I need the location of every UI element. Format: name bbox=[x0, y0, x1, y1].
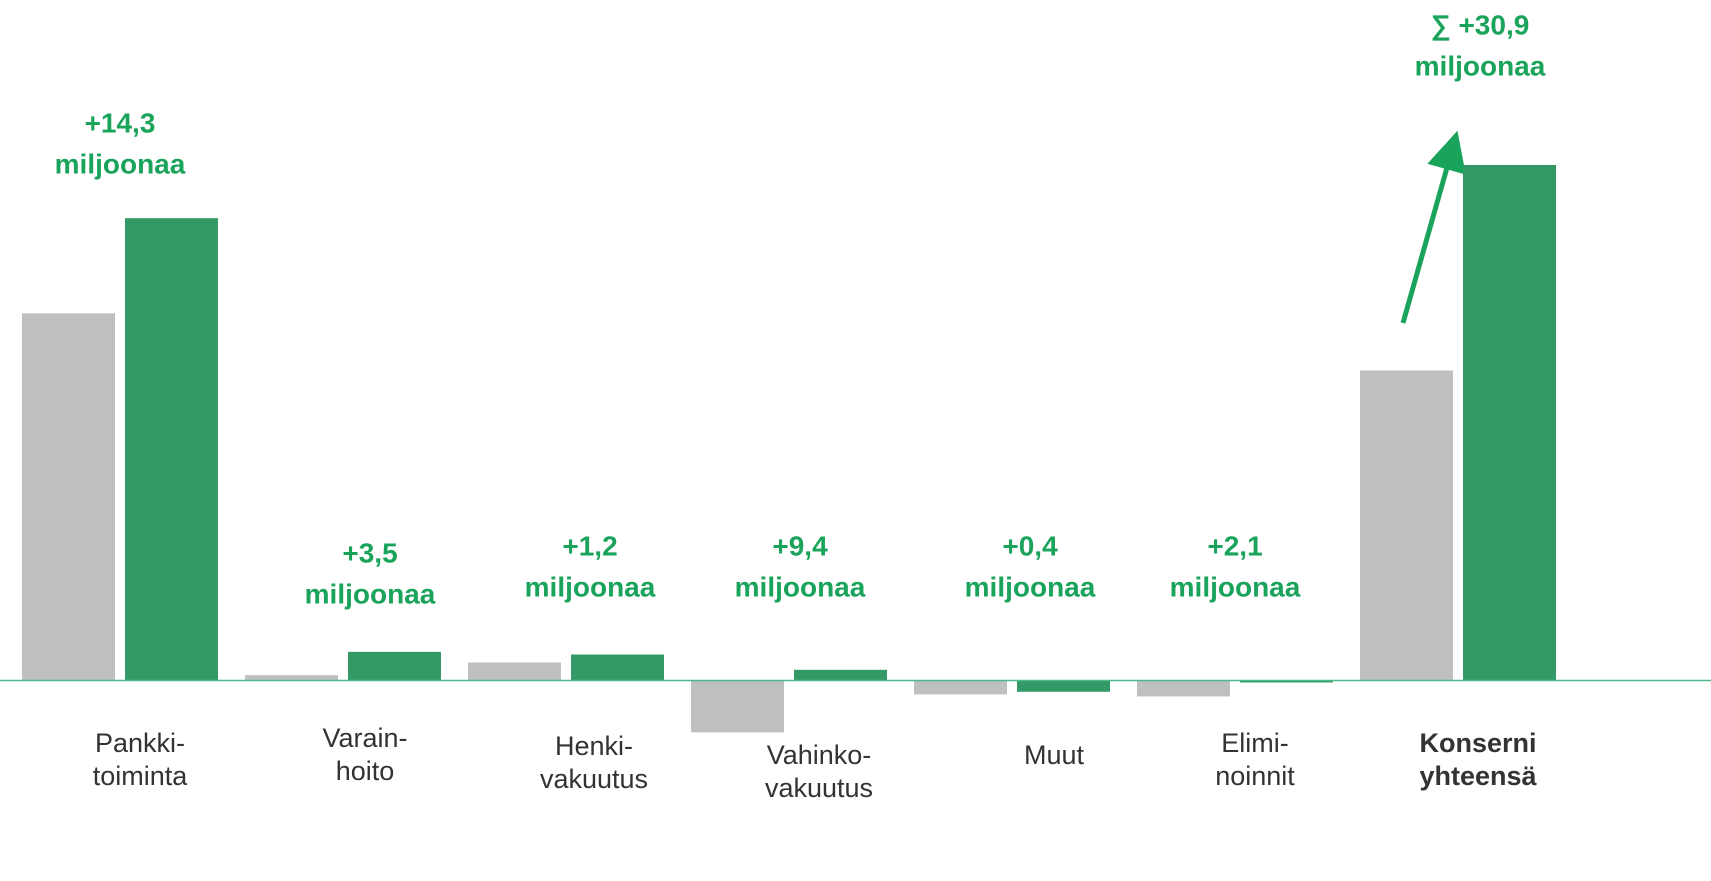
category-label: vakuutus bbox=[765, 773, 873, 803]
bar bbox=[245, 675, 338, 681]
bar bbox=[22, 313, 115, 681]
category-label: Pankki- bbox=[95, 728, 185, 758]
category-label: Henki- bbox=[555, 731, 633, 761]
category-label: noinnit bbox=[1215, 761, 1295, 791]
annotation: miljoonaa bbox=[1170, 571, 1301, 602]
annotation: miljoonaa bbox=[965, 571, 1096, 602]
bar bbox=[914, 680, 1007, 695]
annotation: +2,1 bbox=[1207, 530, 1262, 561]
annotation: miljoonaa bbox=[525, 571, 656, 602]
category-label: Vahinko- bbox=[767, 740, 872, 770]
category-label: hoito bbox=[336, 756, 395, 786]
bar bbox=[1463, 164, 1556, 681]
bar bbox=[794, 669, 887, 681]
annotation: +9,4 bbox=[772, 530, 828, 561]
bar bbox=[1240, 680, 1333, 683]
category-label: Muut bbox=[1024, 740, 1085, 770]
bar bbox=[1360, 370, 1453, 681]
bar bbox=[125, 218, 218, 681]
annotation: miljoonaa bbox=[1415, 50, 1546, 81]
bar bbox=[468, 662, 561, 681]
annotation: +1,2 bbox=[562, 530, 617, 561]
annotation: miljoonaa bbox=[55, 148, 186, 179]
category-label: Konserni bbox=[1419, 728, 1536, 758]
category-label: vakuutus bbox=[540, 764, 648, 794]
category-label: toiminta bbox=[93, 761, 189, 791]
annotation: +3,5 bbox=[342, 537, 397, 568]
trend-arrow bbox=[1400, 130, 1466, 324]
category-label: Varain- bbox=[322, 723, 407, 753]
bar bbox=[691, 680, 784, 733]
annotation: +0,4 bbox=[1002, 530, 1058, 561]
bar bbox=[1017, 680, 1110, 692]
bar bbox=[571, 654, 664, 681]
annotation: miljoonaa bbox=[735, 571, 866, 602]
annotation: +14,3 bbox=[85, 107, 156, 138]
category-label: Elimi- bbox=[1221, 728, 1289, 758]
annotation: ∑ +30,9 bbox=[1431, 9, 1530, 41]
annotation: miljoonaa bbox=[305, 578, 436, 609]
bar bbox=[348, 651, 441, 681]
category-label: yhteensä bbox=[1419, 761, 1537, 791]
bar bbox=[1137, 680, 1230, 697]
